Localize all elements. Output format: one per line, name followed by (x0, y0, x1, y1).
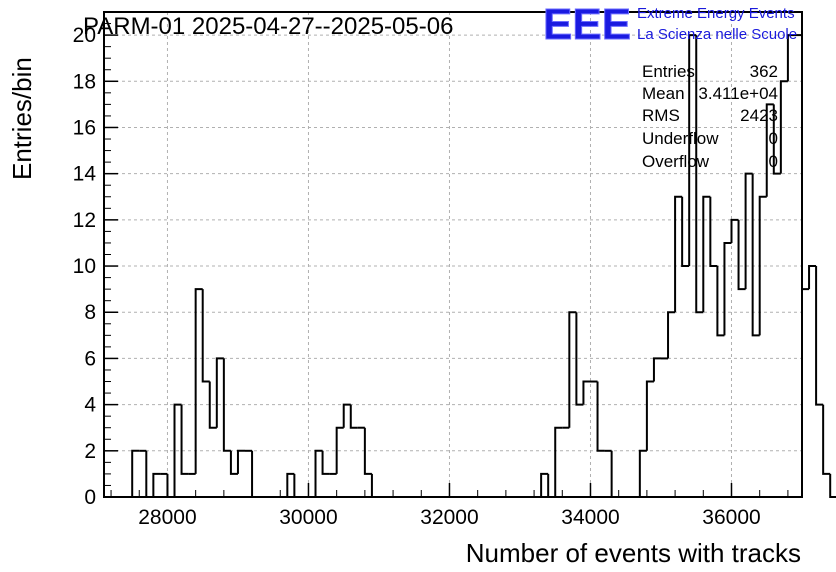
stats-label-mean: Mean (642, 84, 685, 103)
histogram-bin (688, 34, 697, 267)
histogram-bin (758, 195, 767, 336)
chart-title: PARM-01 2025-04-27--2025-05-06 (83, 13, 453, 40)
stats-value-entries: 362 (750, 62, 778, 81)
eee-logo: EEE Extreme Energy Events La Scienza nel… (543, 0, 798, 50)
histogram-bin (152, 472, 161, 497)
x-tick-label: 36000 (702, 506, 760, 529)
histogram-bin (709, 196, 718, 268)
histogram-bin (730, 218, 739, 243)
histogram-bin (194, 288, 203, 474)
histogram-bin (575, 312, 584, 406)
x-axis-title: Number of events with tracks (466, 538, 801, 568)
y-tick-label: 12 (73, 209, 96, 232)
y-tick-label: 0 (84, 486, 96, 509)
histogram-bin (363, 427, 372, 475)
histogram-bin (638, 449, 647, 497)
histogram-bin (342, 403, 351, 428)
histogram-bin (286, 472, 295, 497)
histogram-bin (314, 449, 323, 497)
histogram-bin (681, 196, 690, 268)
x-tick-label: 34000 (561, 506, 619, 529)
histogram-bin (582, 380, 591, 405)
histogram-bin (815, 266, 824, 406)
histogram-bin (215, 357, 224, 428)
x-tick-label: 28000 (138, 506, 196, 529)
histogram-bin (208, 381, 217, 429)
histogram-bin (321, 450, 330, 475)
histogram-series (131, 34, 836, 498)
histogram-bin (744, 172, 753, 290)
x-axis: 28000 30000 32000 34000 36000 (110, 483, 789, 529)
histogram-bin (568, 311, 577, 428)
plot-frame (103, 11, 803, 498)
stats-label-entries: Entries (642, 62, 695, 81)
y-tick-label: 6 (84, 347, 96, 370)
x-tick-label: 30000 (279, 506, 337, 529)
stats-value-underflow: 0 (769, 129, 778, 148)
y-tick-label: 10 (73, 255, 96, 278)
histogram-bin (145, 450, 154, 498)
histogram-bin (251, 450, 260, 498)
stats-value-overflow: 0 (769, 152, 778, 171)
histogram-bin (335, 426, 344, 474)
histogram-bin (808, 265, 817, 290)
histogram-bin (667, 311, 676, 359)
stats-box: Entries 362 Mean 3.411e+04 RMS 2423 Unde… (642, 62, 778, 171)
y-tick-label: 14 (73, 163, 97, 186)
histogram-bin (201, 289, 210, 383)
histogram-bin (786, 34, 795, 82)
histogram-bin (645, 380, 654, 451)
y-tick-label: 2 (84, 440, 96, 463)
stats-value-mean: 3.411e+04 (698, 84, 778, 103)
histogram-bin (293, 473, 302, 498)
histogram-bin (180, 404, 189, 475)
y-axis: 0 2 4 6 8 10 12 14 16 18 20 (73, 11, 118, 509)
logo-line1: Extreme Energy Events (637, 5, 795, 22)
histogram-bin (554, 426, 563, 497)
histogram-bin (674, 195, 683, 313)
y-axis-title: Entries/bin (7, 57, 37, 180)
logo-line2: La Scienza nelle Scuole (637, 26, 797, 43)
histogram-bin (751, 173, 760, 337)
histogram-bin (822, 404, 831, 475)
histogram-bin (772, 104, 781, 175)
histogram-bin (596, 381, 605, 452)
histogram-bin (702, 195, 711, 313)
histogram-bin (610, 450, 619, 498)
histogram-bin (540, 472, 549, 497)
histogram-bin (222, 358, 231, 452)
stats-label-rms: RMS (642, 106, 680, 125)
y-tick-label: 20 (73, 24, 96, 47)
grid-lines (104, 12, 802, 497)
histogram-bin (779, 80, 788, 174)
histogram-bin (652, 357, 661, 382)
histogram-bin (370, 473, 379, 498)
histogram-bin (765, 103, 774, 197)
histogram-bin (829, 473, 836, 498)
eee-logo-mark: EEE (543, 0, 631, 49)
stats-label-underflow: Underflow (642, 129, 719, 148)
histogram-bin (229, 450, 238, 475)
histogram-bin (695, 35, 704, 314)
histogram-bin (131, 449, 140, 497)
y-tick-label: 16 (73, 116, 96, 139)
stats-label-overflow: Overflow (642, 152, 710, 171)
stats-value-rms: 2423 (740, 106, 778, 125)
x-tick-label: 32000 (420, 506, 478, 529)
histogram-bin (716, 266, 725, 337)
histogram-bin (173, 403, 182, 497)
histogram-bin (547, 473, 556, 498)
histogram-bin (737, 219, 746, 291)
y-tick-label: 8 (84, 301, 96, 324)
histogram-bin (236, 449, 246, 474)
histogram-bin (723, 241, 732, 336)
histogram-bin (349, 404, 358, 429)
y-tick-label: 18 (73, 70, 96, 93)
histogram-bin (166, 473, 175, 498)
y-tick-label: 4 (84, 394, 96, 417)
histogram-bin (801, 35, 810, 291)
